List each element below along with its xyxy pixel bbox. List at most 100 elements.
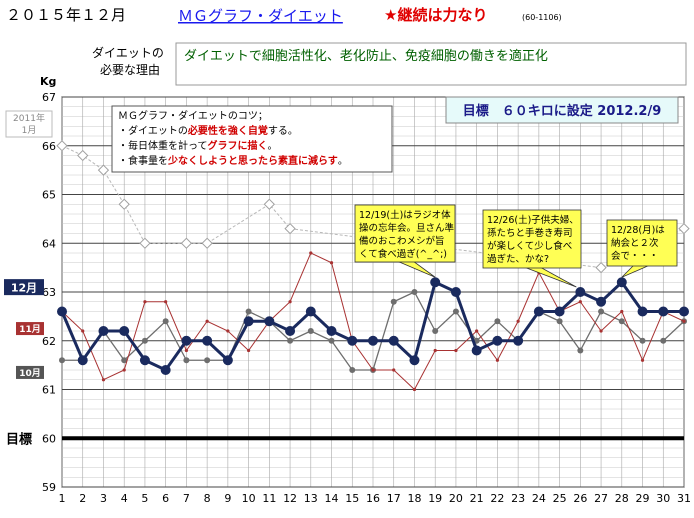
callout-text: 孫たちと手巻き寿司	[487, 227, 573, 239]
series-point	[183, 357, 189, 363]
goal-banner: 目標 ６０キロに設定 2012.2/9	[463, 103, 662, 119]
x-tick-label: 7	[183, 492, 190, 505]
x-tick-label: 27	[594, 492, 608, 505]
series-point	[679, 307, 689, 317]
series-point	[619, 318, 625, 324]
series-point	[434, 349, 437, 352]
x-tick-label: 3	[100, 492, 107, 505]
x-tick-label: 24	[532, 492, 546, 505]
series-point	[202, 336, 212, 346]
series-point	[475, 329, 478, 332]
series-point	[517, 320, 520, 323]
x-tick-label: 11	[262, 492, 276, 505]
ref-label-line1: 2011年	[13, 112, 45, 124]
header-title: ２０１５年１２月	[6, 6, 126, 24]
x-tick-label: 5	[141, 492, 148, 505]
x-tick-label: 22	[490, 492, 504, 505]
series-point	[288, 300, 291, 303]
y-tick-label: 61	[42, 384, 56, 397]
series-point	[327, 326, 337, 336]
callout-text: 備のおこわメシが旨	[359, 235, 445, 247]
x-tick-label: 1	[59, 492, 66, 505]
series-point	[204, 357, 210, 363]
series-point	[472, 346, 482, 356]
callout-text: 12/26(土)子供夫婦、	[487, 214, 579, 226]
series-point	[161, 365, 171, 375]
x-tick-label: 16	[366, 492, 380, 505]
x-tick-label: 19	[428, 492, 442, 505]
series-point	[287, 338, 293, 344]
callout-text: くて食べ過ぎ(^_^;)	[359, 248, 447, 260]
series-point	[413, 388, 416, 391]
tips-line-2: ・毎日体重を計ってグラフに描く。	[118, 139, 278, 152]
x-tick-label: 30	[656, 492, 670, 505]
series-tag-label: 12月	[11, 282, 37, 295]
x-tick-label: 23	[511, 492, 525, 505]
x-tick-label: 25	[553, 492, 567, 505]
series-point	[142, 338, 148, 344]
x-tick-label: 20	[449, 492, 463, 505]
x-tick-label: 18	[407, 492, 421, 505]
series-point	[226, 329, 229, 332]
callout-text: が楽しくて少し食べ	[487, 240, 572, 252]
callout-text: 操の忘年会。旦さん準	[359, 222, 455, 234]
series-point	[330, 261, 333, 264]
x-tick-label: 31	[677, 492, 691, 505]
y-tick-label: 65	[42, 189, 56, 202]
series-point	[682, 320, 685, 323]
series-point	[409, 355, 419, 365]
header-code: (60-1106)	[522, 13, 562, 22]
series-point	[430, 277, 440, 287]
callout-text: 会で・・・	[611, 250, 659, 262]
series-point	[78, 355, 88, 365]
series-point	[57, 307, 67, 317]
series-point	[309, 251, 312, 254]
x-tick-label: 13	[304, 492, 318, 505]
series-point	[453, 309, 459, 315]
series-point	[451, 287, 461, 297]
series-point	[264, 316, 274, 326]
x-tick-label: 15	[345, 492, 359, 505]
series-point	[555, 307, 565, 317]
series-point	[371, 368, 374, 371]
y-tick-label: 67	[42, 91, 56, 104]
series-point	[163, 318, 169, 324]
y-axis-label: Kg	[40, 75, 56, 88]
series-point	[244, 316, 254, 326]
series-point	[123, 368, 126, 371]
series-point	[496, 359, 499, 362]
reason-label-line2: 必要な理由	[100, 63, 160, 77]
x-tick-label: 17	[387, 492, 401, 505]
series-point	[492, 336, 502, 346]
callout-text: 12/19(土)はラジオ体	[359, 209, 451, 221]
series-point	[59, 357, 65, 363]
series-point	[454, 349, 457, 352]
series-point	[368, 336, 378, 346]
series-point	[181, 336, 191, 346]
series-point	[306, 307, 316, 317]
header-slogan: ★継続は力なり	[384, 6, 487, 24]
series-point	[349, 367, 355, 373]
series-point	[389, 336, 399, 346]
series-point	[223, 355, 233, 365]
x-tick-label: 28	[615, 492, 629, 505]
series-point	[640, 338, 646, 344]
series-tag-label: 10月	[19, 368, 41, 379]
series-point	[329, 338, 335, 344]
series-point	[285, 326, 295, 336]
series-point	[513, 336, 523, 346]
series-point	[598, 309, 604, 315]
series-point	[617, 277, 627, 287]
x-tick-label: 2	[79, 492, 86, 505]
y-tick-label: 63	[42, 286, 56, 299]
series-point	[494, 318, 500, 324]
y-tick-label: 62	[42, 335, 56, 348]
series-point	[206, 320, 209, 323]
tips-line-3: ・食事量を少なくしようと思ったら素直に減らす。	[118, 154, 348, 167]
series-point	[660, 338, 666, 344]
x-tick-label: 9	[224, 492, 231, 505]
x-tick-label: 12	[283, 492, 297, 505]
series-point	[308, 328, 314, 334]
series-point	[143, 300, 146, 303]
y-tick-label: 59	[42, 481, 56, 494]
